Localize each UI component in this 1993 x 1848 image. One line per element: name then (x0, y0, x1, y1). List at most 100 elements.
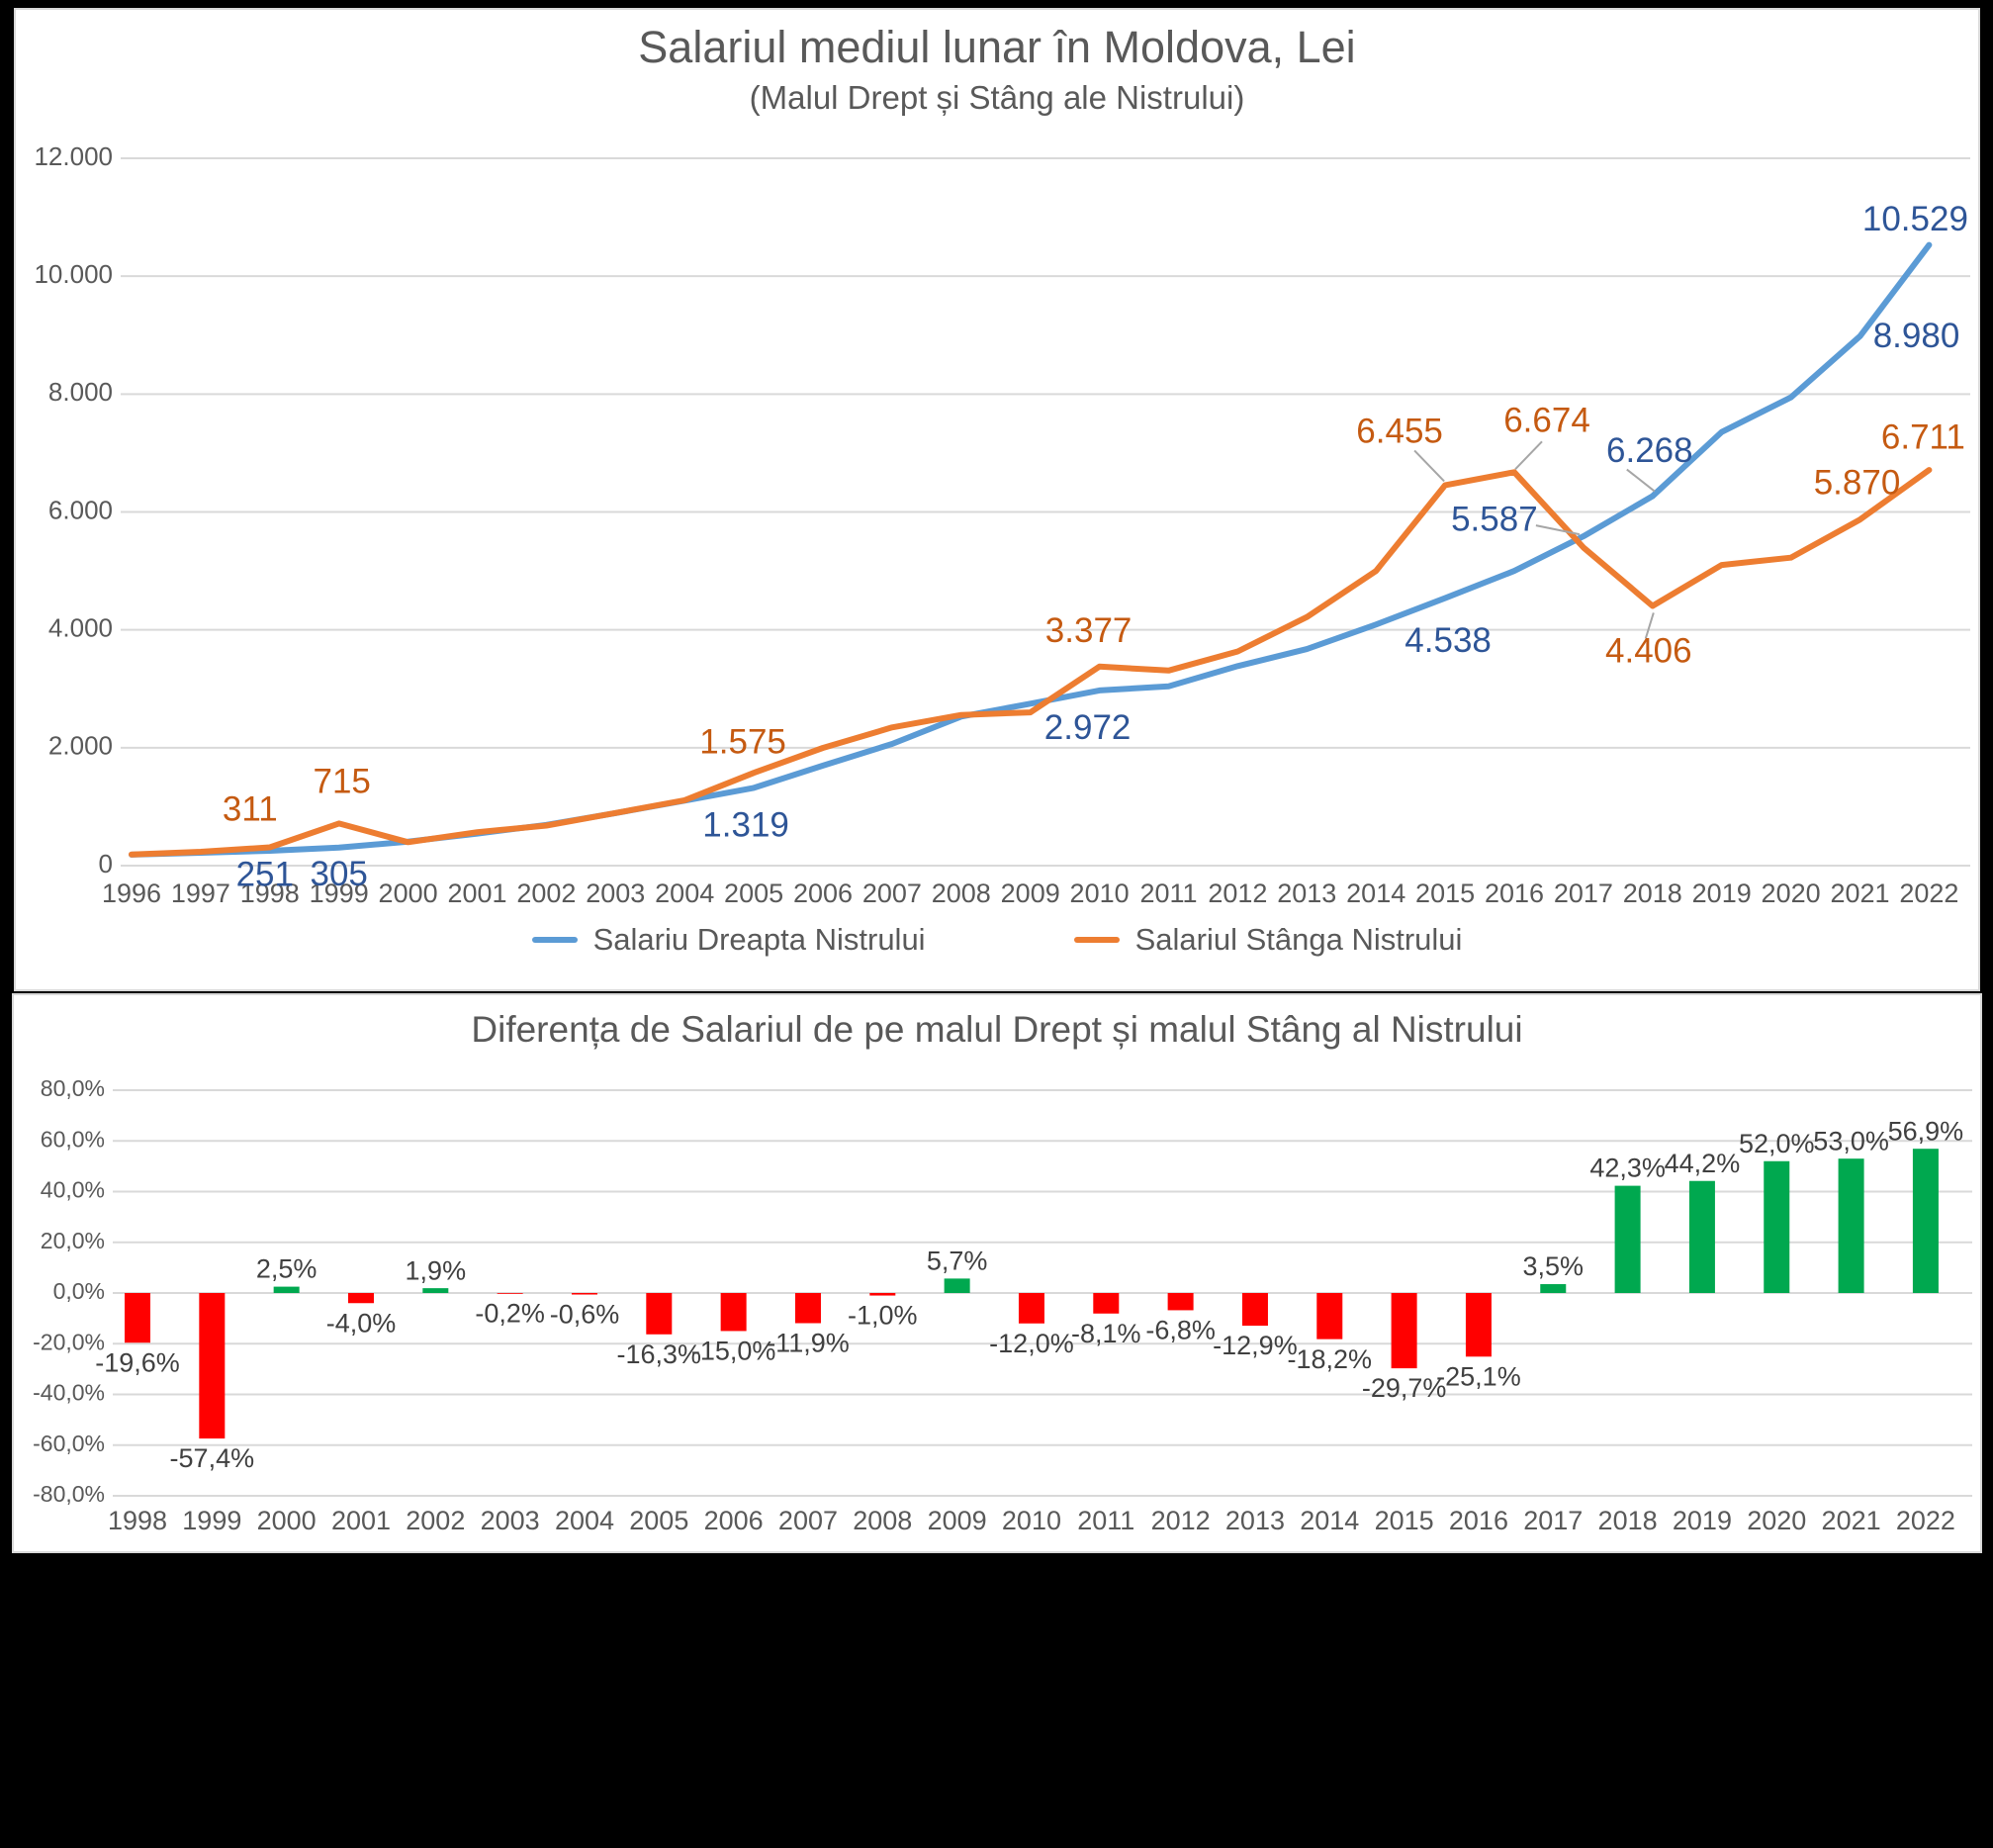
x-tick-label: 2008 (853, 1506, 912, 1535)
bar-value-label: 44,2% (1665, 1149, 1741, 1178)
x-tick-label: 2005 (724, 878, 783, 908)
x-tick-label: 2015 (1375, 1506, 1434, 1535)
bar-value-label: 5,7% (927, 1247, 988, 1276)
y-axis-labels: 0 2.000 4.000 6.000 8.000 10.000 12.000 (34, 141, 113, 878)
bar-2001 (347, 1293, 374, 1304)
data-label: 4.406 (1605, 632, 1692, 671)
legend-label-dreapta: Salariu Dreapta Nistrului (592, 922, 926, 957)
y-tick-label: 2.000 (48, 731, 113, 761)
bar-2021 (1838, 1158, 1864, 1293)
x-tick-label: 2018 (1598, 1506, 1658, 1535)
data-label: 10.529 (1862, 200, 1968, 238)
x-tick-label: 2004 (555, 1506, 614, 1535)
bar-2015 (1391, 1293, 1417, 1369)
x-tick-label: 2018 (1623, 878, 1682, 908)
x-tick-label: 2009 (928, 1506, 987, 1535)
y-tick-label: 20,0% (41, 1228, 105, 1253)
x-tick-label: 2014 (1346, 878, 1405, 908)
x-tick-label: 2010 (1002, 1506, 1061, 1535)
data-label: 251 (236, 855, 294, 893)
y-tick-label: 6.000 (48, 495, 113, 524)
data-label: 3.377 (1045, 611, 1132, 650)
bar-2005 (646, 1293, 673, 1335)
bar-2008 (869, 1293, 896, 1296)
bar-value-label: 2,5% (256, 1254, 317, 1284)
bar-value-label: -25,1% (1436, 1361, 1521, 1391)
y-axis-labels: 80,0% 60,0% 40,0% 20,0% 0,0% -20,0% -40,0% -60,… (33, 1075, 105, 1507)
x-tick-label: 1996 (102, 878, 161, 908)
data-label: 6.268 (1606, 431, 1693, 470)
blue-line-swatch-icon (531, 937, 578, 943)
line-chart-legend: Salariu Dreapta Nistrului Salariul Stâng… (16, 922, 1978, 958)
bar-value-label: -57,4% (170, 1443, 255, 1473)
x-tick-label: 2014 (1300, 1506, 1359, 1535)
x-tick-label: 2022 (1896, 1506, 1955, 1535)
y-tick-label: 60,0% (41, 1126, 105, 1152)
bar-2012 (1167, 1293, 1194, 1311)
bar-value-label: -18,2% (1287, 1344, 1372, 1374)
bar-value-label: 1,9% (406, 1255, 467, 1285)
bar-value-label: -1,0% (848, 1301, 918, 1331)
data-label: 6.674 (1503, 402, 1590, 440)
x-tick-label: 2021 (1830, 878, 1889, 908)
bar-2002 (422, 1288, 449, 1293)
x-tick-label: 2013 (1225, 1506, 1285, 1535)
data-label: 8.980 (1873, 317, 1960, 355)
x-tick-label: 2001 (447, 878, 506, 908)
y-tick-label: 8.000 (48, 377, 113, 407)
x-tick-label: 2022 (1899, 878, 1958, 908)
x-tick-label: 2007 (862, 878, 922, 908)
x-tick-label: 2004 (655, 878, 714, 908)
bar-2019 (1688, 1180, 1715, 1293)
bar-2016 (1465, 1293, 1492, 1357)
bar-chart-title: Diferența de Salariul de pe malul Drept … (471, 1009, 1523, 1050)
bar-value-label: -12,0% (989, 1329, 1074, 1358)
bar-2011 (1093, 1293, 1120, 1314)
data-labels: 251 305 1.319 2.972 4.538 5.587 6.268 8.980 10.5… (223, 200, 1968, 893)
data-label: 311 (223, 790, 278, 829)
bar-value-label: -6,8% (1145, 1316, 1216, 1345)
x-tick-label: 2020 (1747, 1506, 1806, 1535)
salary-difference-bar-chart-svg: 80,0% 60,0% 40,0% 20,0% 0,0% -20,0% -40,0% -60,… (33, 1075, 1972, 1535)
x-tick-label: 2008 (932, 878, 991, 908)
bar-2004 (571, 1293, 597, 1295)
x-tick-label: 1999 (182, 1506, 241, 1535)
x-tick-label: 2002 (516, 878, 576, 908)
x-tick-label: 2003 (586, 878, 645, 908)
legend-label-stanga: Salariul Stânga Nistrului (1134, 922, 1463, 957)
data-label: 5.587 (1451, 500, 1538, 538)
y-tick-label: -60,0% (33, 1431, 105, 1456)
x-tick-label: 1998 (240, 878, 300, 908)
salary-difference-bar-chart-panel: 80,0% 60,0% 40,0% 20,0% 0,0% -20,0% -40,0% -60,… (12, 993, 1982, 1553)
x-tick-label: 2012 (1208, 878, 1267, 908)
data-label: 715 (313, 763, 370, 801)
x-tick-label: 1999 (310, 878, 369, 908)
bar-value-label: -19,6% (95, 1347, 180, 1377)
x-tick-label: 2015 (1415, 878, 1475, 908)
x-tick-label: 2021 (1822, 1506, 1881, 1535)
bar-value-label: 56,9% (1888, 1116, 1964, 1146)
bar-value-label: -29,7% (1362, 1373, 1447, 1403)
bar-value-label: -8,1% (1071, 1319, 1141, 1348)
x-tick-label: 2010 (1070, 878, 1130, 908)
line-series-dreapta (129, 241, 1933, 858)
bar-2007 (794, 1293, 821, 1324)
bar-value-label: 42,3% (1589, 1154, 1666, 1183)
legend-item-stanga: Salariul Stânga Nistrului (1073, 922, 1463, 958)
x-tick-label: 2006 (793, 878, 853, 908)
bar-value-label: -16,3% (617, 1340, 702, 1369)
salary-line-chart-panel: 0 2.000 4.000 6.000 8.000 10.000 12.000 1996 199… (14, 8, 1980, 991)
x-tick-label: 2003 (481, 1506, 540, 1535)
x-tick-label: 2001 (331, 1506, 391, 1535)
bar-2000 (273, 1286, 300, 1293)
bar-2006 (720, 1293, 747, 1332)
x-tick-label: 2007 (778, 1506, 838, 1535)
data-label: 6.455 (1356, 413, 1443, 451)
x-tick-label: 2005 (629, 1506, 688, 1535)
line-chart-title: Salariul mediul lunar în Moldova, Lei (638, 22, 1356, 72)
data-label: 6.711 (1881, 417, 1965, 456)
orange-line-swatch-icon (1073, 937, 1120, 943)
y-tick-label: 4.000 (48, 613, 113, 643)
bar-labels: -19,6% -57,4% 2,5% -4,0% 1,9% -0,2% -0,6% -16,3… (95, 1116, 1963, 1473)
